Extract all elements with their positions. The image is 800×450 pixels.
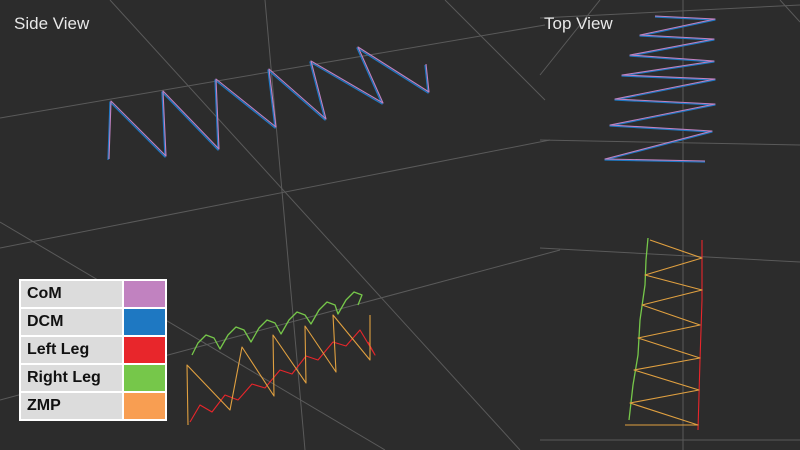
grid-line — [444, 0, 546, 101]
grid-line — [109, 0, 521, 450]
side-view-label: Side View — [14, 14, 90, 33]
legend-row-zmp: ZMP — [21, 393, 165, 419]
side-left-leg-line — [189, 329, 376, 423]
top-dcm-line — [604, 16, 716, 163]
grid-line — [539, 247, 800, 263]
legend-swatch-dcm — [124, 309, 165, 335]
legend: CoM DCM Left Leg Right Leg ZMP — [19, 279, 167, 421]
legend-label-com: CoM — [21, 281, 122, 307]
side-dcm-line — [107, 47, 429, 161]
top-view-label: Top View — [544, 14, 613, 33]
grid-line — [539, 0, 601, 76]
top-com-line — [604, 15, 716, 162]
legend-label-left-leg: Left Leg — [21, 337, 122, 363]
legend-swatch-left-leg — [124, 337, 165, 363]
side-com-line — [108, 46, 430, 160]
grid-line — [779, 0, 800, 23]
legend-swatch-zmp — [124, 393, 165, 419]
legend-swatch-com — [124, 281, 165, 307]
top-left-leg-line — [697, 240, 703, 431]
top-view-feet-zmp-trajectory — [625, 237, 703, 431]
side-view-feet-zmp-trajectory — [186, 291, 376, 426]
grid-line — [264, 0, 306, 450]
side-view-com-dcm-trajectory — [107, 46, 430, 161]
legend-label-right-leg: Right Leg — [21, 365, 122, 391]
grid-line — [0, 221, 386, 450]
side-zmp-line — [186, 314, 371, 426]
side-right-leg-line — [191, 291, 363, 356]
top-right-leg-line — [628, 237, 649, 421]
legend-row-left-leg: Left Leg — [21, 337, 165, 363]
top-view-com-dcm-trajectory — [604, 15, 716, 163]
legend-row-right-leg: Right Leg — [21, 365, 165, 391]
grid-line — [0, 139, 551, 249]
legend-row-dcm: DCM — [21, 309, 165, 335]
legend-label-dcm: DCM — [21, 309, 122, 335]
grid-line — [539, 4, 800, 19]
top-zmp-line — [625, 239, 703, 426]
legend-row-com: CoM — [21, 281, 165, 307]
legend-label-zmp: ZMP — [21, 393, 122, 419]
legend-swatch-right-leg — [124, 365, 165, 391]
